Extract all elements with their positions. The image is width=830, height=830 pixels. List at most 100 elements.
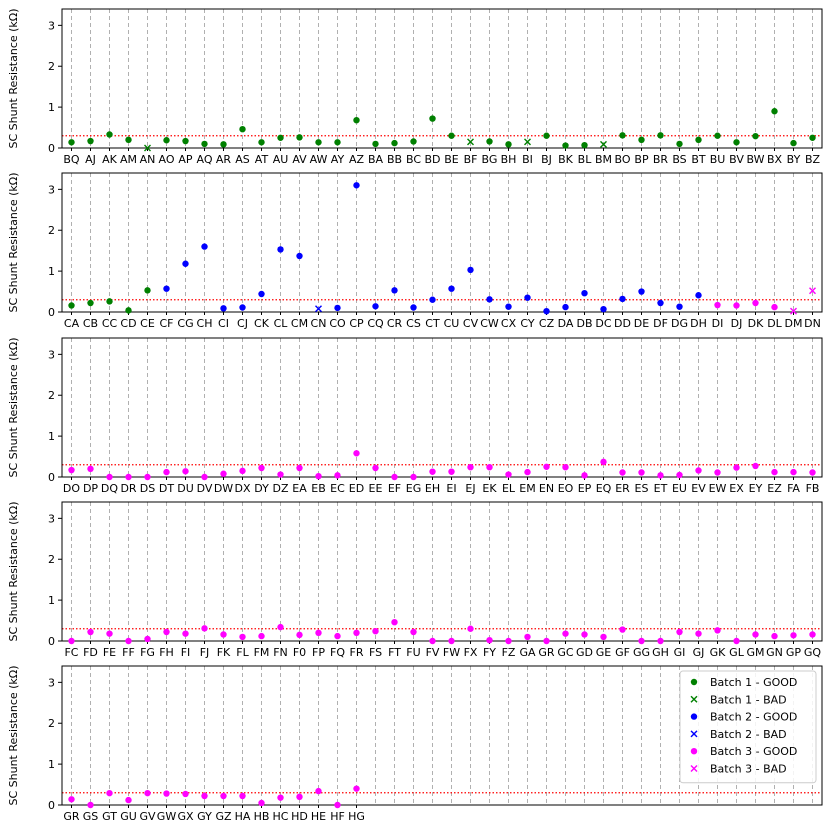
x-tick-label: FU: [406, 646, 420, 659]
x-tick-label: EH: [425, 482, 440, 495]
y-tick-label: 3: [48, 183, 55, 196]
y-axis-label: SC Shunt Resistance (kΩ): [7, 502, 20, 642]
subplot-3: 0 1 2 3 SC Shunt Resistance (kΩ) DO DP DQ DR DS DT…: [7, 337, 823, 495]
data-point: [429, 637, 436, 645]
data-point: [239, 792, 246, 800]
data-point: [277, 134, 284, 141]
x-tick-label: BJ: [541, 153, 552, 166]
legend-marker: [690, 730, 698, 738]
legend-label: Batch 1 - BAD: [710, 693, 787, 706]
data-point: [505, 637, 512, 645]
x-tick-label: BD: [424, 153, 440, 166]
data-point: [144, 287, 151, 294]
legend-box: [679, 670, 817, 784]
x-tick-label: CD: [120, 317, 136, 330]
y-tick-label: 2: [48, 60, 55, 73]
x-tick-label: FG: [140, 646, 155, 659]
data-point: [315, 305, 322, 313]
legend-label: Batch 2 - GOOD: [710, 711, 797, 724]
data-point: [182, 137, 189, 145]
data-point: [467, 463, 474, 471]
x-tick-label: DP: [83, 482, 98, 495]
x-tick-label: EO: [558, 482, 574, 495]
x-tick-label: DE: [634, 317, 649, 330]
data-point: [182, 260, 189, 267]
x-tick-label: EN: [539, 482, 554, 495]
x-tick-label: FC: [64, 646, 78, 659]
data-point: [524, 294, 531, 301]
x-tick-label: AP: [178, 153, 193, 166]
data-point: [790, 307, 797, 315]
y-tick-label: 1: [48, 430, 55, 443]
y-axis-label: SC Shunt Resistance (kΩ): [7, 338, 20, 478]
data-point: [752, 462, 759, 470]
y-tick-label: 2: [48, 389, 55, 402]
x-tick-label: CK: [254, 317, 270, 330]
data-point: [163, 137, 170, 144]
legend-marker: [690, 748, 698, 755]
x-tick-label: AJ: [85, 153, 96, 166]
data-point: [752, 299, 759, 307]
y-tick-label: 0: [48, 471, 55, 484]
x-tick-label: AR: [216, 153, 232, 166]
data-point: [543, 463, 550, 470]
marker-stroke: [809, 287, 816, 295]
y-tick-label: 0: [48, 635, 55, 648]
x-tick-label: F0: [293, 646, 306, 659]
x-tick-label: DD: [614, 317, 631, 330]
data-point: [258, 139, 265, 146]
data-point: [334, 801, 341, 809]
data-point: [163, 790, 170, 797]
x-tick-label: FZ: [502, 646, 516, 659]
x-tick-label: GT: [102, 810, 117, 823]
data-point: [353, 182, 360, 189]
data-point: [581, 631, 588, 638]
data-point: [676, 303, 683, 310]
x-tick-label: EG: [406, 482, 421, 495]
data-point: [391, 139, 398, 147]
data-point: [714, 469, 721, 476]
x-tick-label: EE: [369, 482, 383, 495]
x-tick-label: FR: [350, 646, 364, 659]
x-tick-label: DI: [712, 317, 724, 330]
x-tick-label: FV: [426, 646, 440, 659]
data-point: [429, 468, 436, 475]
x-tick-label: FL: [236, 646, 249, 659]
data-point: [771, 468, 778, 476]
x-tick-label: EZ: [767, 482, 782, 495]
data-point: [657, 637, 664, 645]
x-tick-label: DL: [767, 317, 782, 330]
data-point: [619, 469, 626, 476]
y-tick-label: 0: [48, 306, 55, 319]
x-tick-label: BG: [482, 153, 498, 166]
x-tick-label: AQ: [197, 153, 213, 166]
x-tick-label: EK: [482, 482, 497, 495]
data-point: [258, 799, 265, 807]
data-point: [467, 625, 474, 632]
plot-frame: [61, 665, 823, 806]
data-point: [315, 472, 322, 480]
data-point: [733, 637, 740, 645]
data-point: [87, 299, 94, 307]
x-tick-label: AN: [140, 153, 156, 166]
y-tick-label: 0: [48, 799, 55, 812]
data-point: [220, 470, 227, 477]
x-tick-label: EF: [388, 482, 401, 495]
data-point: [524, 138, 531, 146]
x-tick-label: GC: [557, 646, 574, 659]
x-tick-label: BC: [406, 153, 421, 166]
data-point: [182, 468, 189, 475]
plot-frame: [61, 337, 823, 478]
data-point: [733, 139, 740, 146]
x-tick-label: BP: [634, 153, 649, 166]
data-point: [68, 796, 75, 803]
x-tick-label: EW: [709, 482, 727, 495]
data-point: [201, 243, 208, 250]
x-tick-label: CC: [102, 317, 118, 330]
legend-label: Batch 2 - BAD: [710, 728, 787, 741]
x-tick-label: FQ: [330, 646, 345, 659]
x-tick-label: BU: [710, 153, 726, 166]
legend-marker: [690, 713, 698, 720]
data-point: [543, 132, 550, 139]
x-tick-label: EP: [578, 482, 592, 495]
